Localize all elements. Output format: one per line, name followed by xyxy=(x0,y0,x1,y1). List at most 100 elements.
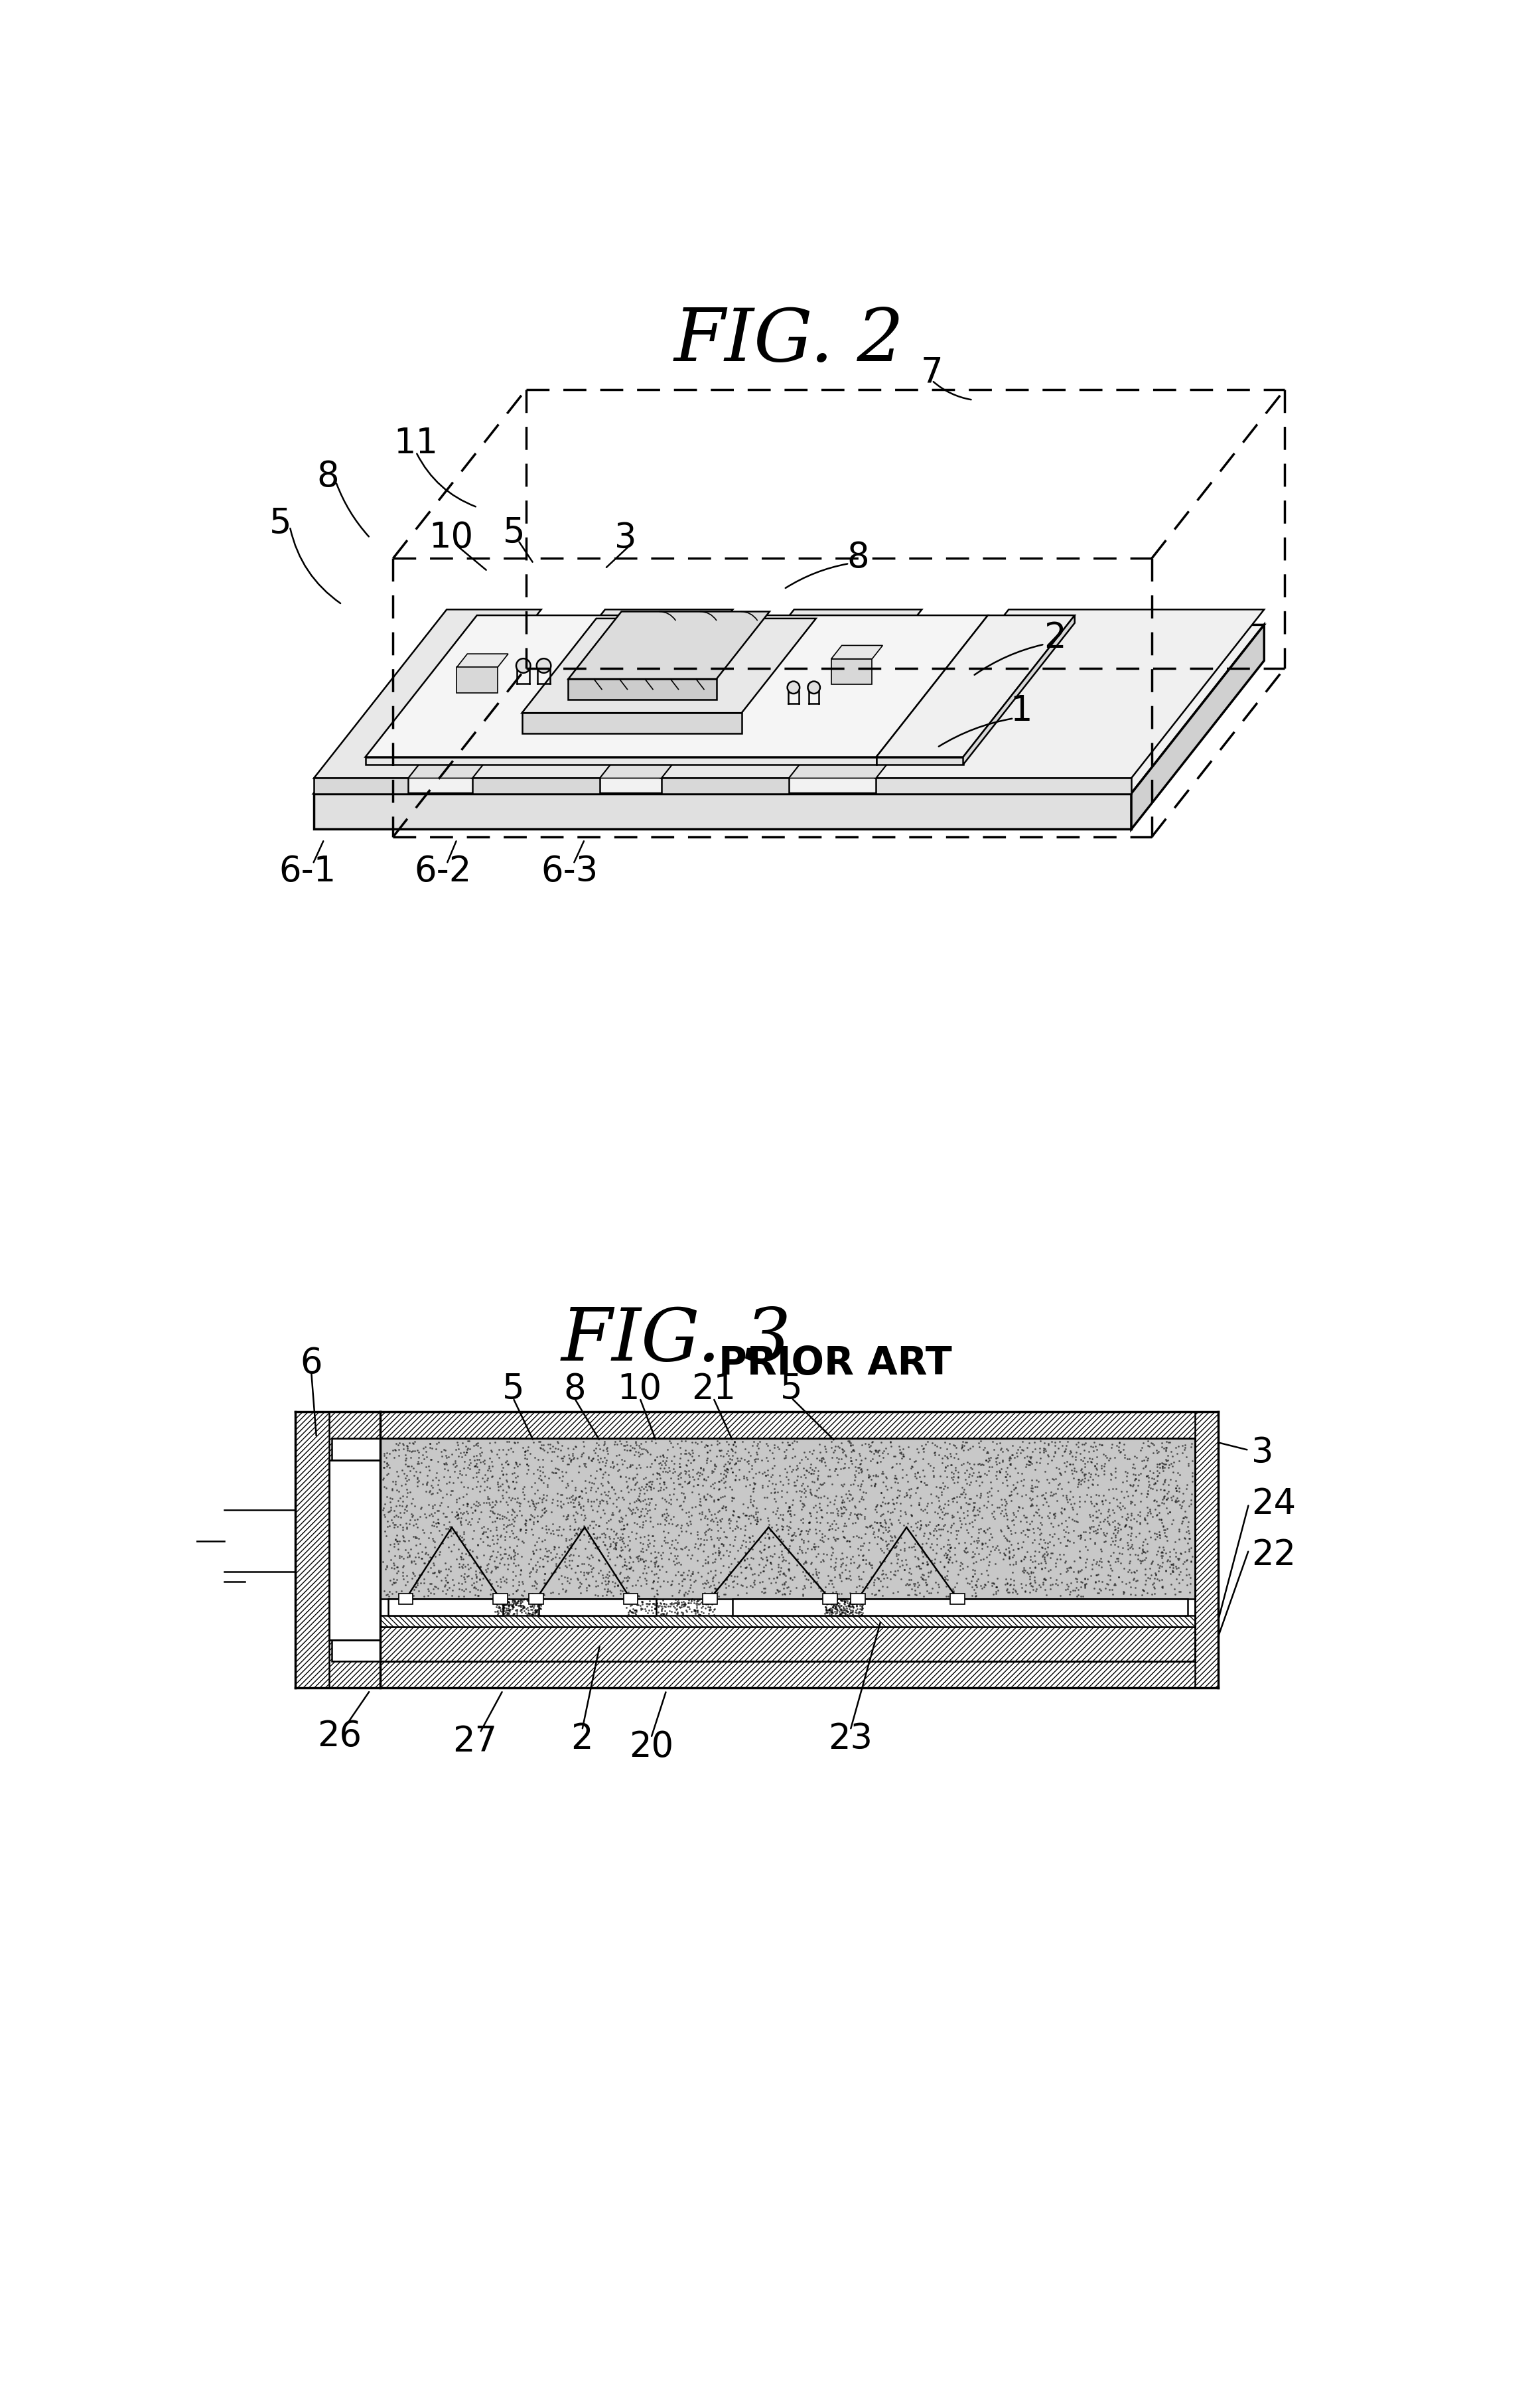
Point xyxy=(1084,1514,1109,1553)
Point xyxy=(815,1591,839,1629)
Point xyxy=(616,1526,641,1565)
Point xyxy=(1078,1557,1103,1596)
Point xyxy=(659,1586,684,1624)
Point xyxy=(519,1495,544,1533)
Point xyxy=(944,1565,969,1603)
Point xyxy=(711,1476,736,1514)
Point xyxy=(1147,1512,1172,1550)
Point xyxy=(604,1481,628,1519)
Point xyxy=(1180,1457,1204,1495)
Point xyxy=(1092,1447,1116,1486)
Point xyxy=(400,1553,425,1591)
Point xyxy=(651,1521,676,1560)
Point xyxy=(491,1498,516,1536)
Point xyxy=(1121,1445,1146,1483)
Point xyxy=(396,1562,420,1601)
Point xyxy=(681,1450,705,1488)
Point xyxy=(397,1505,422,1543)
Point xyxy=(405,1430,430,1469)
Point xyxy=(996,1538,1021,1577)
Point xyxy=(594,1572,619,1610)
Point xyxy=(778,1488,802,1526)
Point xyxy=(1019,1524,1044,1562)
Point xyxy=(1135,1421,1160,1459)
Point xyxy=(1106,1512,1130,1550)
Point xyxy=(825,1428,850,1466)
Point xyxy=(608,1553,633,1591)
Point xyxy=(702,1464,727,1502)
Point xyxy=(913,1560,938,1598)
Point xyxy=(1069,1577,1093,1615)
Point xyxy=(808,1466,833,1505)
Point xyxy=(956,1486,981,1524)
Point xyxy=(921,1531,946,1569)
Point xyxy=(722,1423,747,1462)
Point xyxy=(958,1428,983,1466)
Point xyxy=(480,1457,505,1495)
Point xyxy=(850,1474,875,1512)
Point xyxy=(505,1591,530,1629)
Point xyxy=(545,1423,570,1462)
Point xyxy=(887,1548,912,1586)
Point xyxy=(845,1589,870,1627)
Point xyxy=(476,1452,500,1490)
Point xyxy=(407,1555,431,1593)
Point xyxy=(882,1464,907,1502)
Point xyxy=(616,1543,641,1581)
Point xyxy=(1143,1519,1167,1557)
Point xyxy=(1106,1509,1130,1548)
Point xyxy=(1110,1562,1135,1601)
Point xyxy=(393,1531,417,1569)
Point xyxy=(618,1591,642,1629)
Point xyxy=(827,1428,852,1466)
Point xyxy=(802,1486,827,1524)
Point xyxy=(634,1584,659,1622)
Point xyxy=(813,1581,838,1620)
Point xyxy=(779,1486,804,1524)
Point xyxy=(1032,1452,1056,1490)
Point xyxy=(1087,1562,1112,1601)
Point xyxy=(465,1526,490,1565)
Point xyxy=(454,1433,479,1471)
Point xyxy=(862,1567,887,1605)
Point xyxy=(852,1498,876,1536)
Point xyxy=(778,1560,802,1598)
Point xyxy=(995,1565,1019,1603)
Point xyxy=(1178,1543,1203,1581)
Point xyxy=(1087,1545,1112,1584)
Point xyxy=(1144,1433,1169,1471)
Point xyxy=(892,1531,916,1569)
Point xyxy=(685,1591,710,1629)
Point xyxy=(594,1572,619,1610)
Point xyxy=(521,1486,545,1524)
Point xyxy=(485,1462,510,1500)
Point xyxy=(405,1466,430,1505)
Point xyxy=(796,1521,821,1560)
Point xyxy=(624,1423,648,1462)
Point xyxy=(1178,1481,1203,1519)
Point xyxy=(879,1469,904,1507)
Point xyxy=(1010,1488,1035,1526)
Point xyxy=(1120,1495,1144,1533)
Point xyxy=(641,1584,665,1622)
Point xyxy=(514,1445,539,1483)
Point xyxy=(1018,1438,1043,1476)
Point xyxy=(688,1454,713,1493)
Point xyxy=(873,1483,898,1521)
Point xyxy=(376,1577,400,1615)
Point xyxy=(921,1452,946,1490)
Point xyxy=(528,1589,553,1627)
Point xyxy=(607,1502,631,1541)
Point xyxy=(457,1502,482,1541)
Point xyxy=(499,1428,524,1466)
Point xyxy=(873,1459,898,1498)
Point xyxy=(614,1462,639,1500)
Point xyxy=(955,1533,979,1572)
Point xyxy=(764,1565,788,1603)
Point xyxy=(695,1433,719,1471)
Point xyxy=(816,1593,841,1632)
Point xyxy=(805,1562,830,1601)
Point xyxy=(594,1555,619,1593)
Point xyxy=(913,1466,938,1505)
Point xyxy=(1036,1553,1061,1591)
